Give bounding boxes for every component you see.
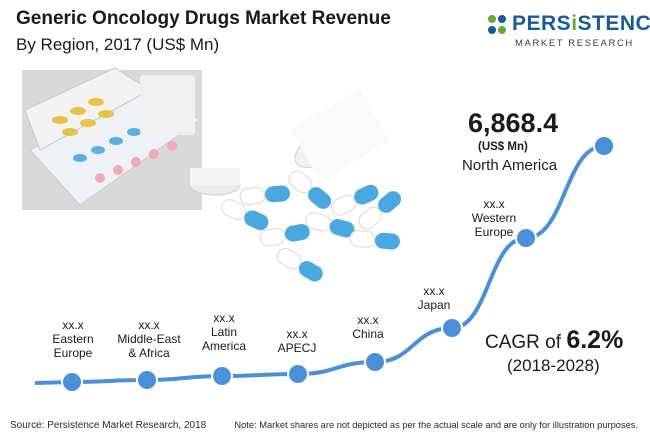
point-middle-east-africa (136, 369, 158, 391)
north-america-label: North America (462, 157, 558, 174)
chart-subtitle: By Region, 2017 (US$ Mn) (16, 35, 220, 54)
label-china: xx.x China (318, 313, 418, 341)
value-label: xx.x (213, 311, 235, 325)
scale-note: Note: Market shares are not depicted as … (234, 420, 638, 430)
logo-subtitle: MARKET RESEARCH (515, 38, 634, 49)
label-middle-east-africa: xx.x Middle-East & Africa (99, 318, 199, 360)
north-america-value: 6,868.4 (468, 108, 559, 138)
chart-title: Generic Oncology Drugs Market Revenue (16, 8, 391, 29)
cagr-text: CAGR of 6.2% (485, 326, 624, 354)
label-western-europe: xx.x Western Europe (444, 197, 544, 239)
logo-name: PERSiSTENCE (512, 12, 650, 35)
label-latin-america: xx.x Latin America (174, 311, 274, 353)
point-china (364, 351, 386, 373)
source-note: Source: Persistence Market Research, 201… (10, 420, 207, 431)
value-label: xx.x (138, 318, 160, 332)
label-apecj: xx.x APECJ (247, 327, 347, 355)
value-label: xx.x (483, 197, 505, 211)
value-label: xx.x (62, 318, 84, 332)
point-eastern-europe (61, 371, 83, 393)
point-latin-america (211, 365, 233, 387)
value-label: xx.x (423, 284, 445, 298)
label-eastern-europe: xx.x Eastern Europe (23, 318, 123, 360)
capsules-image (221, 170, 402, 282)
point-western-europe (515, 227, 537, 249)
value-label: xx.x (357, 313, 379, 327)
value-label: xx.x (286, 327, 308, 341)
north-america-unit: (US$ Mn) (478, 141, 528, 153)
brand-logo: PERSiSTENCE MARKET RESEARCH (488, 12, 650, 60)
logo-mark-icon (488, 15, 506, 34)
cagr-period: (2018-2028) (507, 356, 600, 375)
point-japan (441, 317, 463, 339)
pill-bottle-image (189, 89, 390, 196)
label-japan: xx.x Japan (384, 284, 484, 312)
point-north-america (593, 135, 615, 157)
point-apecj (287, 363, 309, 385)
blister-pack-image (22, 67, 202, 210)
